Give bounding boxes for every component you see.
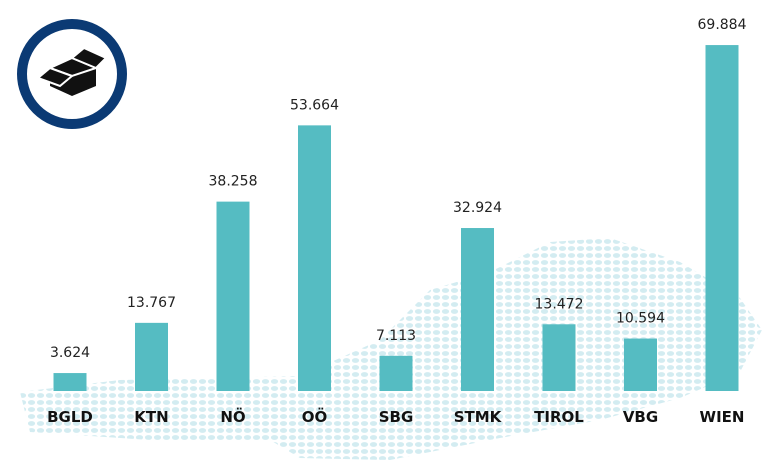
value-label: 3.624 bbox=[50, 345, 90, 361]
category-label: SBG bbox=[379, 408, 414, 426]
bar bbox=[624, 338, 657, 391]
category-label: WIEN bbox=[700, 408, 745, 426]
icon bbox=[17, 19, 127, 129]
value-label: 13.472 bbox=[535, 296, 584, 312]
value-label: 38.258 bbox=[209, 174, 258, 190]
bar bbox=[135, 322, 168, 391]
category-label: VBG bbox=[623, 408, 658, 426]
value-label: 10.594 bbox=[616, 311, 665, 327]
value-label: 69.884 bbox=[698, 17, 747, 33]
value-label: 32.924 bbox=[453, 200, 502, 216]
category-label: NÖ bbox=[220, 407, 245, 426]
bar bbox=[379, 355, 413, 391]
category-label: OÖ bbox=[302, 407, 328, 426]
map-background bbox=[20, 238, 762, 460]
bar bbox=[705, 45, 739, 392]
value-label: 13.767 bbox=[127, 295, 176, 311]
category-label: TIROL bbox=[534, 408, 584, 426]
category-label: STMK bbox=[454, 408, 503, 426]
bar bbox=[542, 324, 576, 391]
value-label: 53.664 bbox=[290, 97, 339, 113]
bar bbox=[216, 201, 250, 391]
category-label: BGLD bbox=[47, 408, 93, 426]
value-label: 7.113 bbox=[376, 328, 416, 344]
bar bbox=[53, 373, 87, 391]
bar bbox=[298, 125, 331, 392]
bar bbox=[461, 228, 494, 391]
category-label: KTN bbox=[134, 408, 168, 426]
